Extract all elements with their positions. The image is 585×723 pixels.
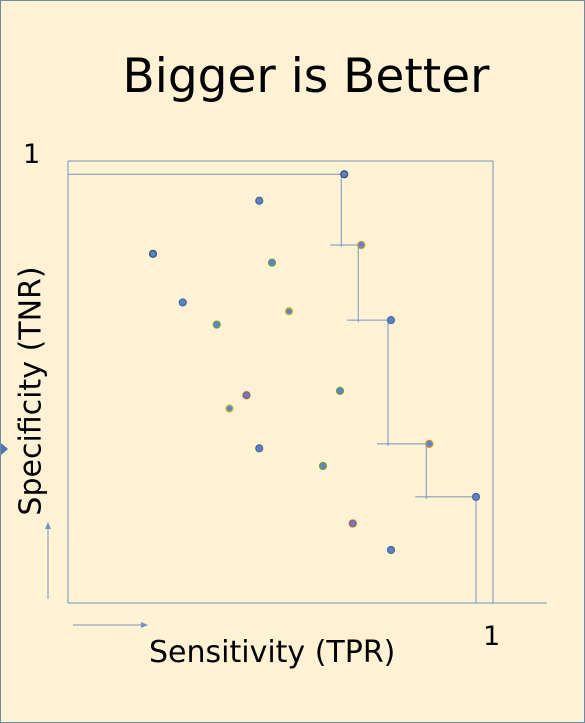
frontier-point <box>471 492 481 502</box>
x-axis-max-label: 1 <box>483 621 501 652</box>
frontier-point <box>340 170 349 179</box>
data-point <box>318 461 328 471</box>
y-axis-max-label: 1 <box>23 139 41 170</box>
frontier-point <box>425 439 434 448</box>
data-point <box>284 307 294 316</box>
pareto-frontier <box>68 173 477 603</box>
slide-title: Bigger is Better <box>122 49 490 104</box>
data-points <box>148 170 481 555</box>
frontier-point <box>386 316 396 325</box>
data-point <box>255 196 264 205</box>
data-point <box>267 258 277 267</box>
data-point <box>225 404 234 413</box>
x-axis-label: Sensitivity (TPR) <box>149 635 396 670</box>
data-point <box>212 320 221 329</box>
slide-edge-arrow-icon <box>1 443 8 455</box>
y-arrow-head-icon <box>45 522 51 529</box>
frontier-point <box>357 240 366 250</box>
data-point <box>348 519 357 528</box>
data-point <box>148 249 158 258</box>
data-point <box>386 545 396 555</box>
data-point <box>255 444 264 453</box>
data-point <box>178 298 187 307</box>
x-arrow-head-icon <box>141 622 148 628</box>
plot-frame <box>45 160 547 628</box>
data-point <box>242 391 251 400</box>
data-point <box>335 386 345 395</box>
